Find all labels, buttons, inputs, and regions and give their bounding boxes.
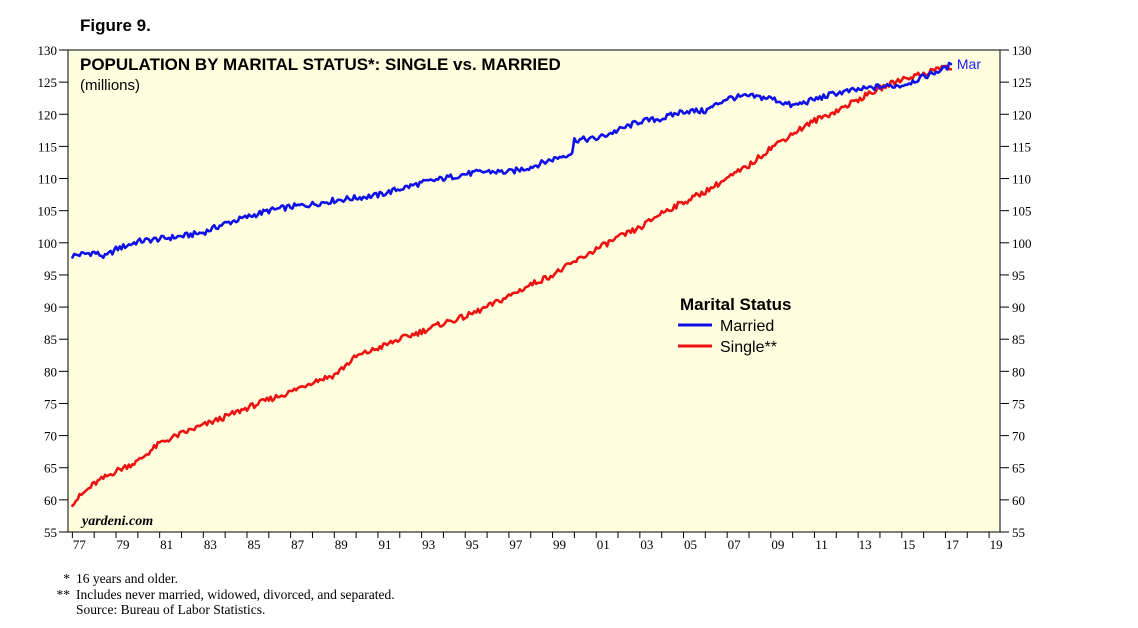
y-tick-label-right: 125 [1012,75,1032,90]
y-tick-label-left: 120 [38,107,58,122]
y-tick-label-right: 55 [1012,525,1025,540]
y-tick-label-right: 100 [1012,236,1032,251]
x-tick-label: 93 [422,537,435,552]
legend: Marital Status Married Single** [678,295,791,356]
y-tick-label-left: 105 [38,204,58,219]
y-tick-label-left: 130 [38,43,58,58]
x-tick-label: 07 [728,537,742,552]
y-tick-label-right: 110 [1012,172,1031,187]
y-tick-label-right: 120 [1012,107,1032,122]
x-tick-label: 99 [553,537,566,552]
x-tick-label: 97 [509,537,523,552]
y-tick-label-left: 125 [38,75,58,90]
x-tick-label: 17 [946,537,960,552]
x-tick-label: 15 [902,537,915,552]
x-tick-label: 77 [73,537,87,552]
footnote-row: * 16 years and older. [44,571,395,587]
footnote-row: ** Includes never married, widowed, divo… [44,587,395,603]
y-tick-label-right: 105 [1012,204,1032,219]
y-tick-label-left: 85 [44,332,57,347]
x-tick-label: 01 [597,537,610,552]
footnote-mark [44,602,76,618]
end-label: Mar [957,56,981,72]
chart-title: POPULATION BY MARITAL STATUS*: SINGLE vs… [80,55,561,74]
axis-ticks: 55 55 60 60 65 65 70 70 75 75 80 80 85 85 90 90 95 95 100 1… [38,43,1032,552]
y-tick-label-left: 65 [44,461,57,476]
x-tick-label: 81 [160,537,173,552]
x-tick-label: 03 [640,537,653,552]
legend-title: Marital Status [680,295,791,314]
y-tick-label-left: 80 [44,364,57,379]
y-tick-label-left: 110 [38,172,57,187]
y-tick-label-right: 70 [1012,429,1025,444]
y-tick-label-right: 80 [1012,364,1025,379]
footnote-row: Source: Bureau of Labor Statistics. [44,602,395,618]
y-tick-label-right: 60 [1012,493,1025,508]
source-text: Source: Bureau of Labor Statistics. [76,602,266,617]
chart-subtitle: (millions) [80,77,140,94]
y-tick-label-left: 100 [38,236,58,251]
legend-label-married: Married [720,318,774,335]
x-tick-label: 09 [771,537,784,552]
series-line-married [71,61,953,260]
x-tick-label: 11 [815,537,828,552]
watermark: yardeni.com [80,514,153,529]
x-tick-label: 85 [247,537,260,552]
x-tick-label: 13 [859,537,872,552]
y-tick-label-right: 130 [1012,43,1032,58]
series-line-single [71,64,953,508]
y-tick-label-right: 115 [1012,139,1031,154]
footnote-mark: * [63,571,70,586]
y-tick-label-right: 65 [1012,461,1025,476]
x-tick-label: 83 [204,537,217,552]
footnote-text: Includes never married, widowed, divorce… [76,586,395,602]
footnotes: * 16 years and older. ** Includes never … [44,571,395,618]
series-layer [71,61,953,508]
y-tick-label-left: 55 [44,525,57,540]
y-tick-label-left: 115 [38,139,57,154]
y-tick-label-left: 90 [44,300,57,315]
plot-area [67,49,1001,533]
legend-label-single: Single** [720,339,777,356]
y-tick-label-left: 95 [44,268,57,283]
figure-label: Figure 9. [80,16,151,35]
footnote-mark: ** [56,586,71,602]
x-tick-label: 79 [117,537,130,552]
y-tick-label-right: 90 [1012,300,1025,315]
x-tick-label: 95 [466,537,479,552]
x-tick-label: 87 [291,537,305,552]
x-tick-label: 19 [990,537,1003,552]
x-tick-label: 89 [335,537,348,552]
y-tick-label-right: 75 [1012,396,1025,411]
y-tick-label-left: 60 [44,493,57,508]
x-tick-label: 05 [684,537,697,552]
y-tick-label-right: 95 [1012,268,1025,283]
x-tick-label: 91 [378,537,391,552]
footnote-text: 16 years and older. [76,571,178,586]
y-tick-label-left: 75 [44,396,57,411]
y-tick-label-left: 70 [44,429,57,444]
y-tick-label-right: 85 [1012,332,1025,347]
